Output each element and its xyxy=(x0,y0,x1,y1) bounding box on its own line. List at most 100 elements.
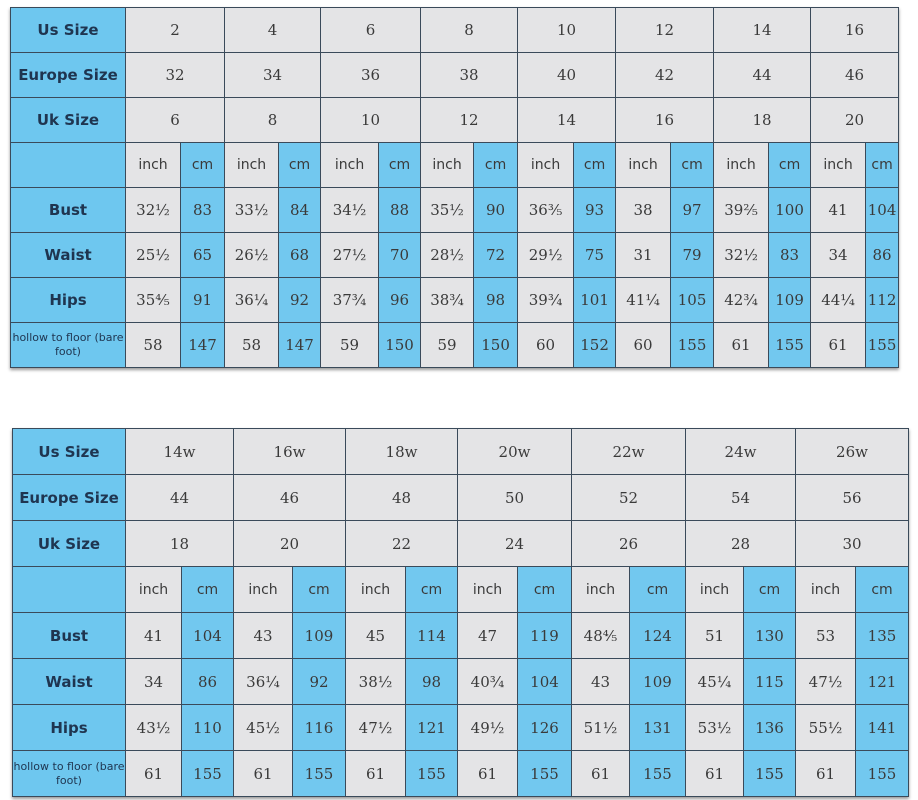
row-label: hollow to floor (bare foot) xyxy=(12,750,126,797)
value-cm: 109 xyxy=(768,277,812,323)
unit-cm: cm xyxy=(865,142,900,188)
value-inch: 38¾ xyxy=(420,277,475,323)
value-inch: 45 xyxy=(345,612,406,659)
value-cm: 75 xyxy=(573,232,617,278)
value-cm: 135 xyxy=(855,612,909,659)
value-cm: 136 xyxy=(743,704,796,751)
row-us-size: Us Size 14w 16w 18w 20w 22w 24w 26w xyxy=(12,428,909,475)
value-cm: 96 xyxy=(378,277,422,323)
value-cm: 147 xyxy=(278,322,322,368)
row-label: Europe Size xyxy=(10,52,126,98)
size-cell: 20 xyxy=(810,97,900,143)
value-cm: 155 xyxy=(629,750,686,797)
size-cell: 54 xyxy=(685,474,796,521)
value-cm: 121 xyxy=(855,658,909,705)
value-inch: 32½ xyxy=(125,187,181,233)
unit-cm: cm xyxy=(179,142,226,188)
value-cm: 104 xyxy=(517,658,572,705)
value-cm: 98 xyxy=(473,277,519,323)
unit-cm: cm xyxy=(292,566,346,613)
value-cm: 155 xyxy=(292,750,346,797)
value-cm: 119 xyxy=(517,612,572,659)
value-inch: 59 xyxy=(320,322,380,368)
size-cell: 4 xyxy=(224,7,322,53)
size-cell: 24 xyxy=(457,520,572,567)
value-inch: 53 xyxy=(795,612,856,659)
value-cm: 109 xyxy=(629,658,686,705)
unit-inch: inch xyxy=(233,566,293,613)
size-cell: 36 xyxy=(320,52,422,98)
value-cm: 155 xyxy=(743,750,796,797)
value-inch: 61 xyxy=(233,750,293,797)
value-cm: 155 xyxy=(670,322,715,368)
unit-inch: inch xyxy=(345,566,406,613)
value-inch: 28½ xyxy=(420,232,475,278)
value-cm: 91 xyxy=(179,277,226,323)
value-cm: 150 xyxy=(473,322,519,368)
size-cell: 18 xyxy=(125,520,234,567)
unit-inch: inch xyxy=(420,142,475,188)
size-cell: 2 xyxy=(124,7,226,53)
value-inch: 48⅘ xyxy=(571,612,630,659)
value-inch: 36¼ xyxy=(233,658,293,705)
size-cell: 10 xyxy=(320,97,422,143)
row-label: hollow to floor (bare foot) xyxy=(10,322,126,368)
value-cm: 155 xyxy=(181,750,234,797)
size-cell: 30 xyxy=(795,520,909,567)
size-cell: 52 xyxy=(571,474,686,521)
value-inch: 31 xyxy=(615,232,672,278)
row-label: Us Size xyxy=(10,7,126,53)
size-cell: 20 xyxy=(233,520,346,567)
size-cell: 12 xyxy=(615,7,715,53)
value-cm: 86 xyxy=(181,658,234,705)
row-label: Bust xyxy=(10,187,126,233)
unit-inch: inch xyxy=(224,142,280,188)
unit-inch: inch xyxy=(615,142,672,188)
row-hollow: hollow to floor (bare foot) 61 155 61 155 61 1… xyxy=(12,750,909,797)
value-inch: 34 xyxy=(125,658,182,705)
size-cell: 34 xyxy=(224,52,322,98)
row-label: Bust xyxy=(12,612,126,659)
value-inch: 47 xyxy=(457,612,518,659)
value-inch: 61 xyxy=(345,750,406,797)
size-cell: 50 xyxy=(457,474,572,521)
unit-cm: cm xyxy=(473,142,519,188)
size-cell: 18w xyxy=(345,428,458,475)
row-label-empty xyxy=(10,142,126,188)
row-units: inch cm inch cm inch cm inch cm inch cm inch cm inch… xyxy=(10,142,900,188)
value-inch: 51½ xyxy=(571,704,630,751)
value-inch: 37¾ xyxy=(320,277,380,323)
row-hips: Hips 35⅘ 91 36¼ 92 37¾ 96 38¾ 98 39¾ 101 41¼ 105 42¾ 1… xyxy=(10,277,900,323)
value-cm: 155 xyxy=(517,750,572,797)
unit-cm: cm xyxy=(768,142,812,188)
size-chart-plus: Us Size 14w 16w 18w 20w 22w 24w 26w Europe Size 4… xyxy=(12,428,909,797)
value-cm: 141 xyxy=(855,704,909,751)
value-cm: 155 xyxy=(768,322,812,368)
value-inch: 61 xyxy=(457,750,518,797)
value-cm: 155 xyxy=(405,750,458,797)
row-label: Waist xyxy=(10,232,126,278)
row-uk-size: Uk Size 6 8 10 12 14 16 18 20 xyxy=(10,97,900,143)
value-inch: 61 xyxy=(571,750,630,797)
value-cm: 104 xyxy=(181,612,234,659)
value-inch: 45¼ xyxy=(685,658,744,705)
row-label: Hips xyxy=(12,704,126,751)
value-cm: 112 xyxy=(865,277,900,323)
value-inch: 26½ xyxy=(224,232,280,278)
size-cell: 28 xyxy=(685,520,796,567)
value-cm: 152 xyxy=(573,322,617,368)
size-cell: 22w xyxy=(571,428,686,475)
row-waist: Waist 34 86 36¼ 92 38½ 98 40¾ 104 43 109 45¼ 115 47½ 1… xyxy=(12,658,909,705)
size-cell: 12 xyxy=(420,97,519,143)
size-cell: 10 xyxy=(517,7,617,53)
size-cell: 40 xyxy=(517,52,617,98)
unit-inch: inch xyxy=(795,566,856,613)
value-cm: 92 xyxy=(278,277,322,323)
unit-cm: cm xyxy=(181,566,234,613)
value-cm: 68 xyxy=(278,232,322,278)
value-inch: 27½ xyxy=(320,232,380,278)
value-inch: 36¼ xyxy=(224,277,280,323)
value-inch: 58 xyxy=(125,322,181,368)
unit-inch: inch xyxy=(810,142,867,188)
size-cell: 42 xyxy=(615,52,715,98)
